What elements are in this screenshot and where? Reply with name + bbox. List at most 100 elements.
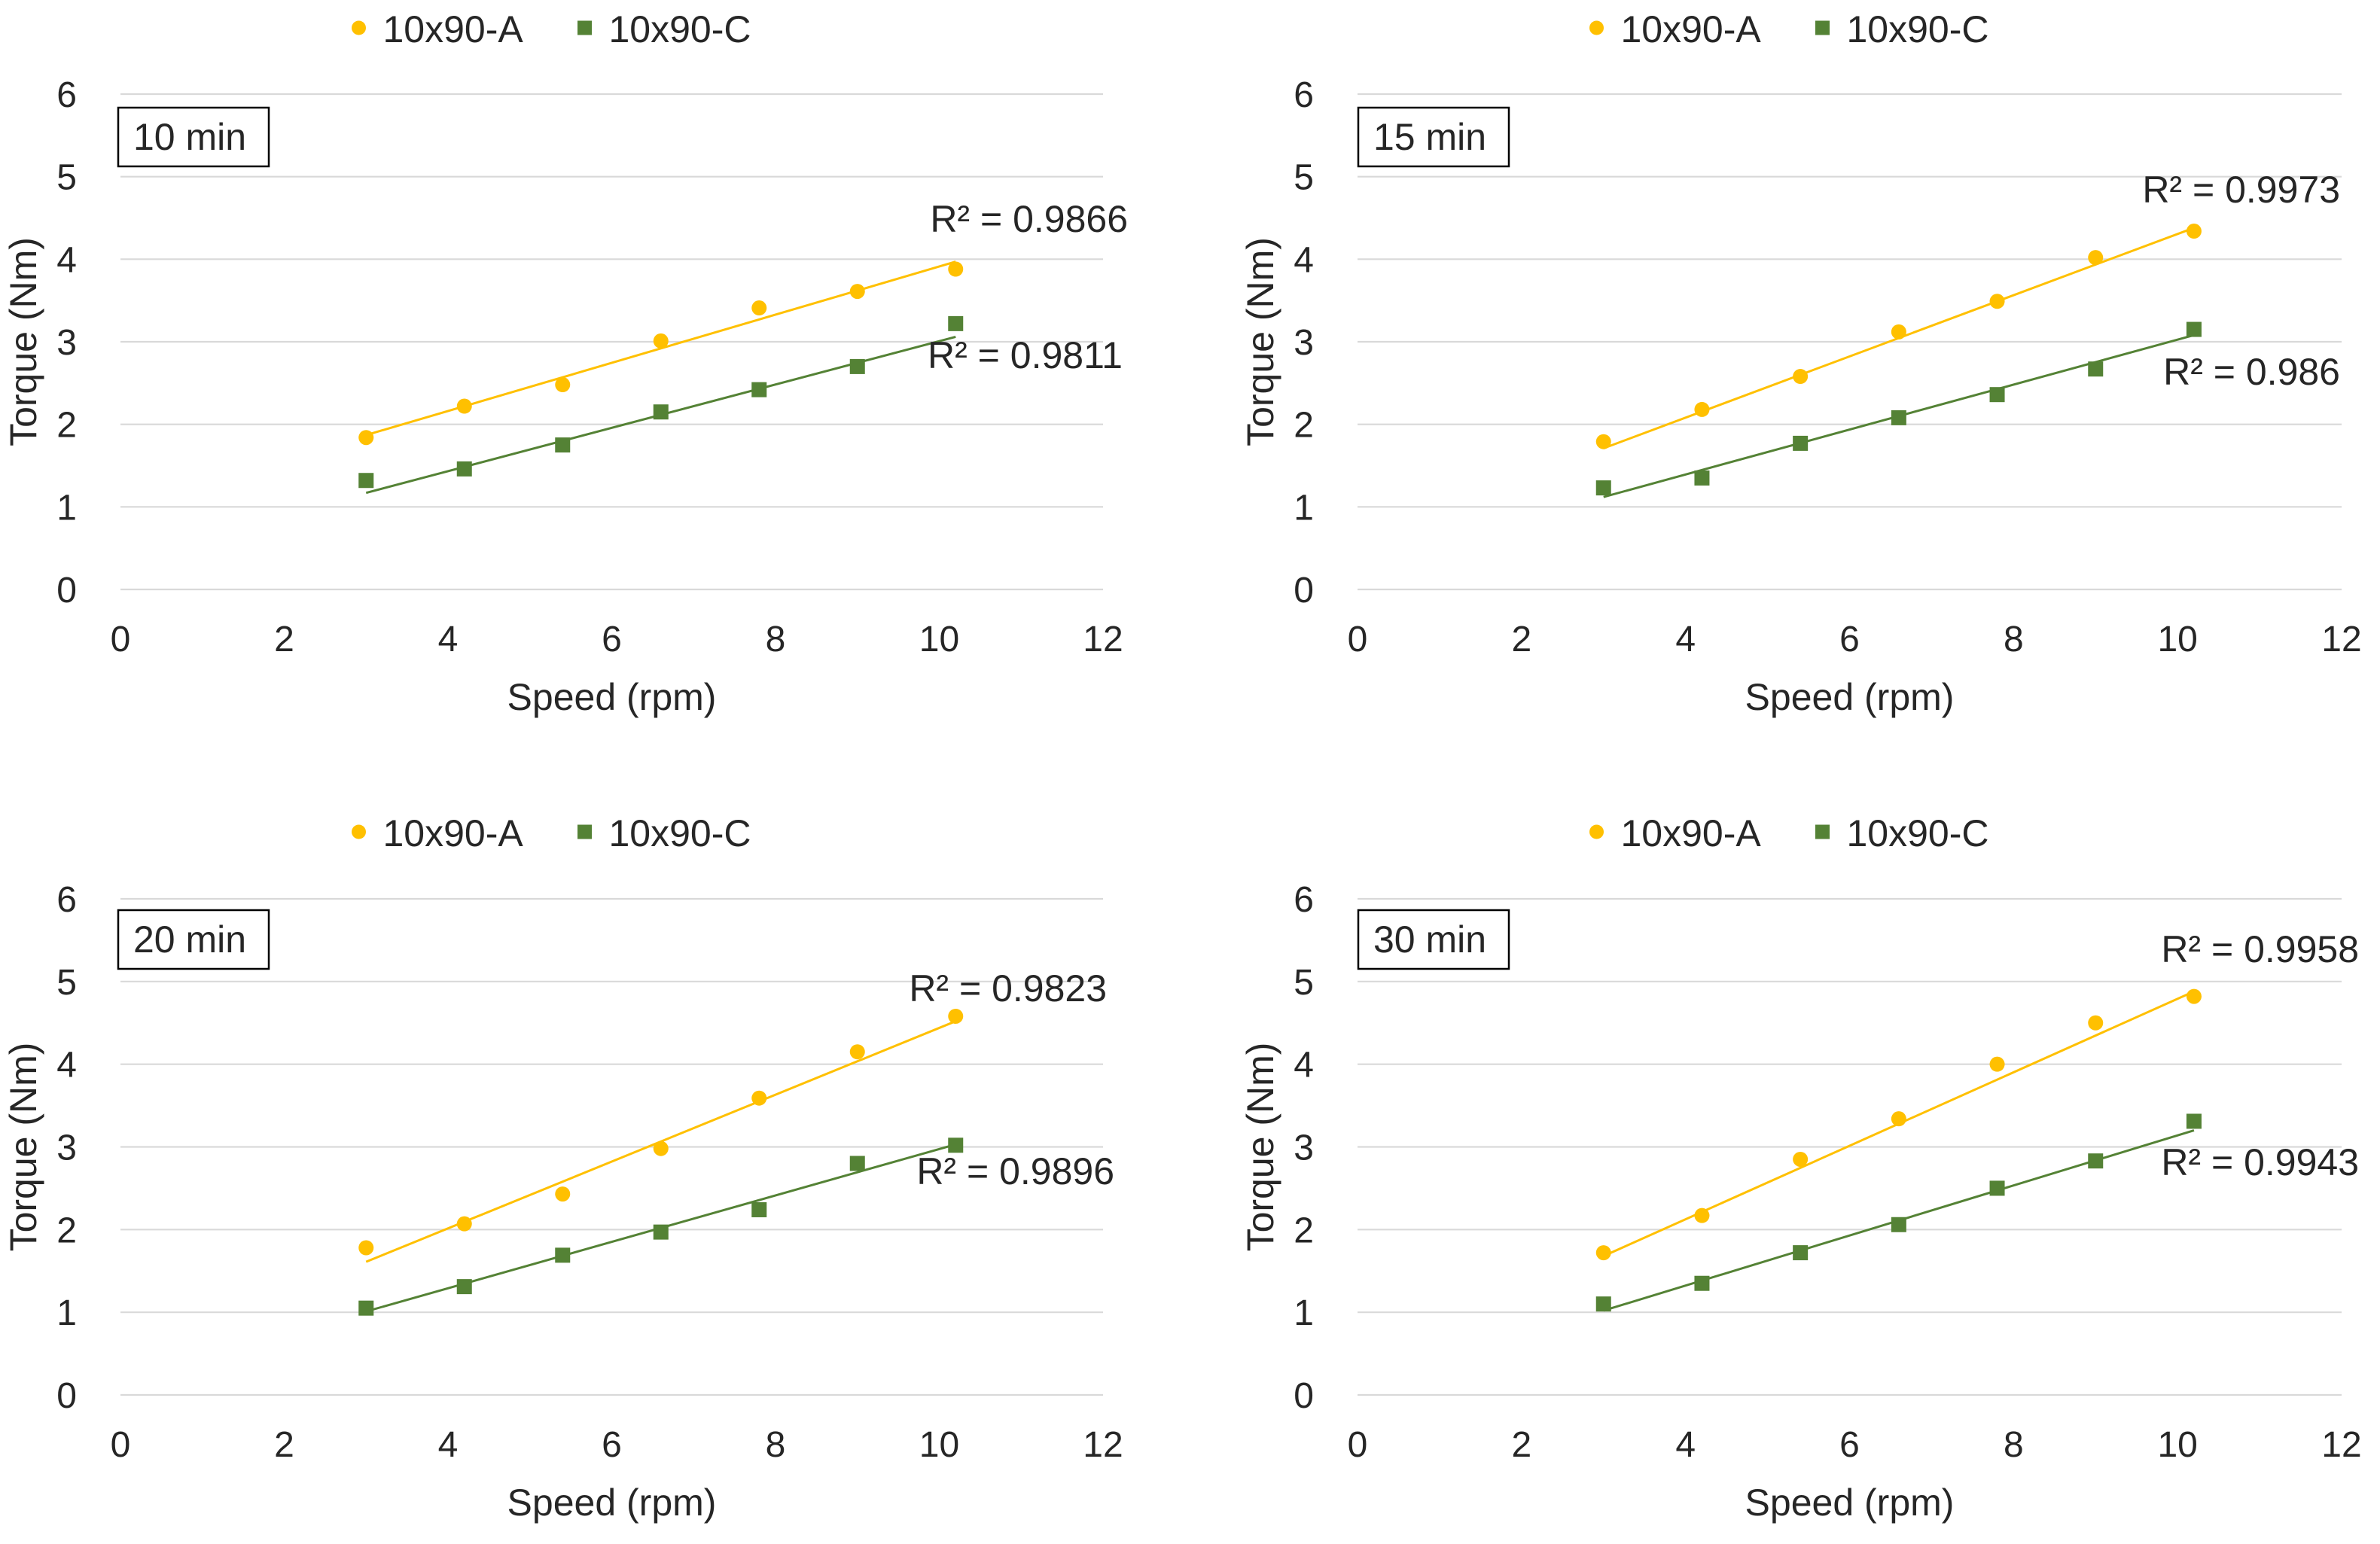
y-axis-title: Torque (Nm)	[2, 1043, 44, 1252]
data-point	[1595, 1245, 1611, 1261]
y-tick-label: 4	[56, 1046, 77, 1086]
x-axis-title: Speed (rpm)	[507, 676, 717, 718]
legend-label: 10x90-A	[383, 8, 524, 50]
data-point	[358, 430, 374, 446]
y-tick-label: 4	[56, 240, 77, 280]
x-tick-label: 8	[2004, 1425, 2024, 1465]
x-axis-title: Speed (rpm)	[1745, 676, 1955, 718]
panel-label: 30 min	[1373, 918, 1486, 961]
x-tick-label: 8	[2004, 620, 2024, 659]
data-point	[1891, 410, 1906, 425]
x-tick-label: 6	[602, 1425, 622, 1465]
x-tick-label: 2	[1511, 1425, 1531, 1465]
data-point	[1989, 387, 2005, 403]
data-point	[849, 1156, 865, 1171]
data-point	[948, 1137, 964, 1153]
data-point	[948, 1008, 964, 1024]
data-point	[849, 284, 865, 300]
r-squared-label: R² = 0.9823	[909, 967, 1107, 1010]
x-tick-label: 0	[1348, 620, 1368, 659]
x-tick-label: 8	[766, 620, 786, 659]
data-point	[751, 1201, 767, 1217]
data-point	[1793, 1245, 1809, 1261]
y-tick-label: 3	[56, 1128, 77, 1168]
data-point	[1793, 1151, 1809, 1167]
data-point	[555, 437, 571, 453]
data-point	[456, 1216, 472, 1232]
data-point	[1595, 480, 1611, 496]
y-tick-label: 6	[56, 75, 77, 115]
y-tick-label: 2	[1294, 406, 1314, 446]
y-tick-label: 2	[56, 406, 77, 446]
data-point	[2186, 1113, 2202, 1129]
x-tick-label: 10	[2157, 1425, 2197, 1465]
data-point	[2088, 361, 2104, 377]
x-tick-label: 12	[1083, 1425, 1123, 1465]
legend-label: 10x90-A	[383, 812, 524, 854]
data-point	[1793, 369, 1809, 385]
data-point	[849, 1044, 865, 1060]
x-tick-label: 4	[438, 620, 459, 659]
y-tick-label: 6	[56, 880, 77, 920]
r-squared-label: R² = 0.986	[2163, 351, 2340, 393]
r-squared-label: R² = 0.9943	[2161, 1141, 2359, 1183]
data-point	[1891, 1217, 1906, 1232]
x-tick-label: 4	[1675, 620, 1696, 659]
y-tick-label: 1	[56, 488, 77, 528]
data-point	[1793, 435, 1809, 451]
data-point	[555, 1247, 571, 1263]
x-tick-label: 0	[111, 620, 131, 659]
x-tick-label: 12	[2321, 1425, 2361, 1465]
data-point	[1989, 1180, 2005, 1196]
data-point	[358, 1300, 374, 1316]
data-point	[358, 473, 374, 489]
legend-label: 10x90-C	[1847, 812, 1989, 854]
x-tick-label: 10	[919, 1425, 959, 1465]
legend-marker-square	[577, 20, 592, 35]
data-point	[456, 398, 472, 414]
x-tick-label: 0	[111, 1425, 131, 1465]
x-tick-label: 6	[1839, 1425, 1860, 1465]
x-tick-label: 2	[274, 1425, 294, 1465]
data-point	[1595, 434, 1611, 449]
data-point	[456, 1279, 472, 1295]
legend-label: 10x90-A	[1621, 8, 1762, 50]
y-tick-label: 0	[1294, 1376, 1314, 1416]
x-tick-label: 2	[274, 620, 294, 659]
data-point	[2088, 1153, 2104, 1169]
legend-marker-square	[577, 824, 592, 839]
y-tick-label: 1	[56, 1293, 77, 1333]
legend-label: 10x90-A	[1621, 812, 1762, 854]
panel-label-box	[1357, 909, 1510, 970]
panel-label: 10 min	[133, 116, 246, 158]
y-tick-label: 0	[1294, 571, 1314, 611]
legend-marker-circle	[352, 824, 366, 839]
panel-label-box	[117, 909, 270, 970]
y-tick-label: 1	[1294, 488, 1314, 528]
data-point	[1694, 470, 1710, 486]
r-squared-label: R² = 0.9866	[930, 198, 1128, 240]
data-point	[555, 377, 571, 393]
y-tick-label: 5	[1294, 158, 1314, 198]
panel-label: 20 min	[133, 918, 246, 961]
legend-marker-square	[1815, 20, 1830, 35]
data-point	[948, 261, 964, 277]
x-tick-label: 4	[1675, 1425, 1696, 1465]
data-point	[1694, 1207, 1710, 1223]
legend-label: 10x90-C	[1847, 8, 1989, 50]
x-axis-title: Speed (rpm)	[1745, 1482, 1955, 1524]
data-point	[2088, 1015, 2104, 1031]
panel-label-box	[1357, 106, 1510, 168]
r-squared-label: R² = 0.9958	[2161, 928, 2359, 970]
legend-marker-square	[1815, 824, 1830, 839]
data-point	[2186, 224, 2202, 239]
legend-marker-circle	[1589, 824, 1604, 839]
y-tick-label: 5	[1294, 963, 1314, 1003]
y-axis-title: Torque (Nm)	[2, 237, 44, 446]
r-squared-label: R² = 0.9973	[2142, 169, 2340, 211]
x-tick-label: 0	[1348, 1425, 1368, 1465]
